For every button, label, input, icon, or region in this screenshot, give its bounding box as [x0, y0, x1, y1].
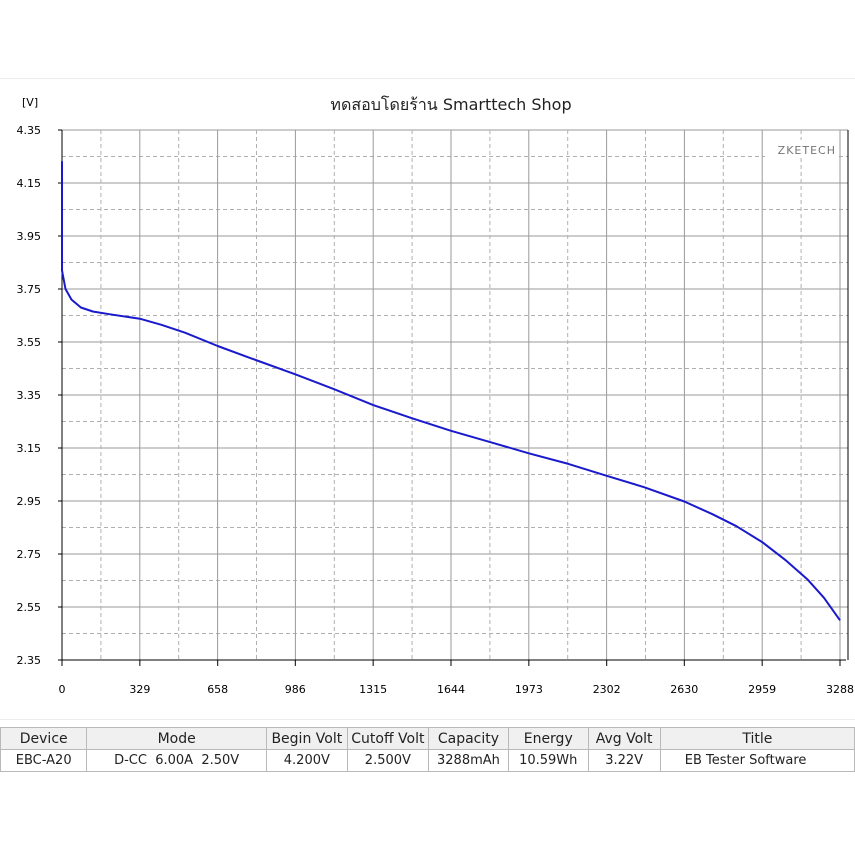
watermark-box [765, 140, 839, 158]
y-tick-label: 3.75 [17, 283, 42, 296]
x-tick-label: 1973 [515, 683, 543, 696]
x-tick-label: 1315 [359, 683, 387, 696]
y-tick-label: 4.35 [17, 124, 42, 137]
header-cutoff-volt[interactable]: Cutoff Volt [346, 727, 429, 750]
header-title[interactable]: Title [659, 727, 855, 750]
grid [62, 129, 848, 660]
cell-begin-volt: 4.200V [265, 749, 348, 772]
x-tick-label: 3288 [826, 683, 854, 696]
y-ticks: 4.35 4.15 3.95 3.75 3.55 3.35 3.15 2.95 2.75 2.55… [17, 124, 62, 667]
series-line-voltage [61, 160, 841, 621]
cell-avg-volt: 3.22V [587, 749, 661, 772]
header-energy[interactable]: Energy [507, 727, 589, 750]
y-tick-label: 3.35 [17, 389, 42, 402]
header-device[interactable]: Device [0, 727, 88, 750]
series [61, 160, 841, 621]
x-tick-label: 986 [285, 683, 306, 696]
y-tick-label: 3.55 [17, 336, 42, 349]
x-tick-label: 658 [207, 683, 228, 696]
y-tick-label: 2.95 [17, 495, 42, 508]
x-tick-label: 329 [129, 683, 150, 696]
y-tick-label: 3.95 [17, 230, 42, 243]
y-tick-label: 2.55 [17, 601, 42, 614]
cell-capacity: 3288mAh [427, 749, 509, 772]
x-tick-label: 1644 [437, 683, 465, 696]
header-capacity[interactable]: Capacity [427, 727, 509, 750]
chart-title: ทดสอบโดยร้าน Smarttech Shop [330, 95, 571, 114]
x-tick-label: 2959 [748, 683, 776, 696]
y-tick-label: 2.35 [17, 654, 42, 667]
discharge-chart: 4.35 4.15 3.95 3.75 3.55 3.35 3.15 2.95 2.75 2.55… [0, 79, 855, 715]
x-tick-label: 2630 [670, 683, 698, 696]
results-table: Device Mode Begin Volt Cutoff Volt Capac… [0, 727, 855, 772]
x-tick-label: 0 [59, 683, 66, 696]
cell-energy: 10.59Wh [507, 749, 589, 772]
cell-title: EB Tester Software [659, 749, 855, 772]
x-tick-label: 2302 [593, 683, 621, 696]
top-divider [0, 78, 855, 79]
cell-cutoff-volt: 2.500V [346, 749, 429, 772]
watermark: ZKETECH [778, 144, 836, 157]
cell-mode: D-CC 6.00A 2.50V [86, 749, 267, 772]
table-header-row: Device Mode Begin Volt Cutoff Volt Capac… [0, 727, 855, 750]
table-row[interactable]: EBC-A20 D-CC 6.00A 2.50V 4.200V 2.500V 3… [0, 749, 855, 772]
y-tick-label: 3.15 [17, 442, 42, 455]
chart-background [0, 79, 855, 715]
header-avg-volt[interactable]: Avg Volt [587, 727, 661, 750]
y-tick-label: 4.15 [17, 177, 42, 190]
y-axis-unit: [V] [22, 96, 38, 109]
table-divider [0, 719, 855, 720]
header-begin-volt[interactable]: Begin Volt [265, 727, 348, 750]
cell-device: EBC-A20 [0, 749, 88, 772]
x-ticks: 0 329 658 986 1315 1644 1973 2302 2630 2959 3288 [59, 660, 854, 696]
header-mode[interactable]: Mode [86, 727, 267, 750]
y-tick-label: 2.75 [17, 548, 42, 561]
